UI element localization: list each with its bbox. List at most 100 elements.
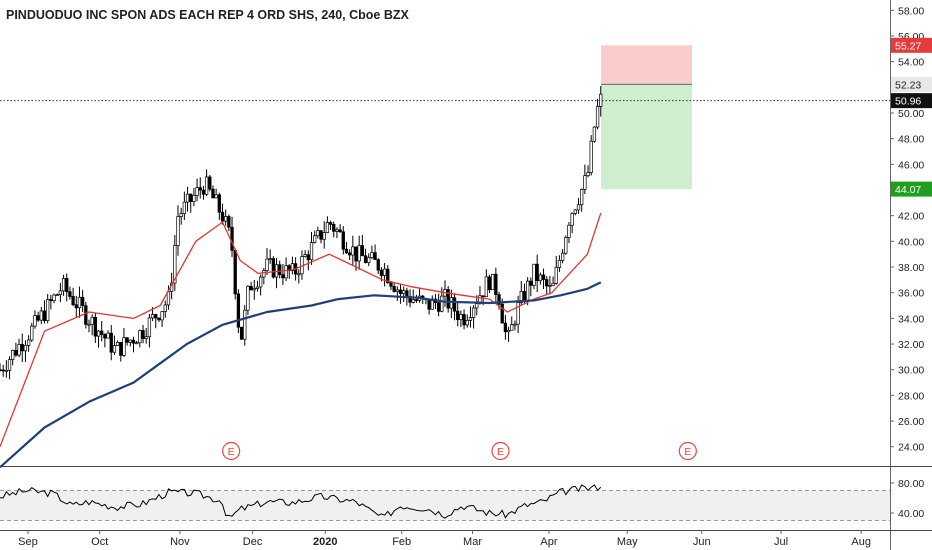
y-tick-label: 50.00 <box>898 108 924 120</box>
candle-body <box>468 317 473 321</box>
candle-body <box>402 290 406 294</box>
candle-body <box>595 106 600 128</box>
y-tick-label: 58.00 <box>898 5 924 17</box>
candle-body <box>386 268 390 284</box>
candle-body <box>322 232 326 240</box>
candle-body <box>7 359 12 371</box>
stop-price-label: 44.07 <box>895 184 921 196</box>
candle-body <box>427 299 431 310</box>
y-tick-label: 30.00 <box>898 365 924 377</box>
earnings-marker <box>678 441 697 461</box>
candle-body <box>564 237 568 254</box>
candle-body <box>357 245 361 262</box>
candle-body <box>58 290 63 295</box>
candle-body <box>580 188 584 206</box>
candle-body <box>227 216 231 228</box>
x-tick-label: Oct <box>91 536 108 548</box>
candle-body <box>297 273 301 276</box>
rsi-line <box>0 484 602 519</box>
candle-body <box>382 268 387 276</box>
stop-price-label-bg <box>891 181 932 197</box>
candle-body <box>278 264 282 276</box>
earnings-marker <box>491 441 510 461</box>
candle-body <box>189 193 193 202</box>
candle-body <box>319 230 323 240</box>
candle-body <box>341 231 345 250</box>
candle-body <box>201 189 206 195</box>
candle-body <box>36 315 40 321</box>
candle-body <box>462 314 466 326</box>
x-tick-label: Jul <box>774 536 788 548</box>
x-tick-label: Sep <box>18 536 38 548</box>
candle-body <box>87 323 91 326</box>
candle-body <box>506 329 511 333</box>
candle-body <box>17 344 21 356</box>
x-tick-label: Feb <box>392 536 411 548</box>
y-tick-label: 48.00 <box>898 134 924 146</box>
candle-body <box>68 291 72 297</box>
candle-body <box>128 339 132 343</box>
candle-body <box>376 259 380 271</box>
candle-body <box>179 213 183 217</box>
candle-body <box>0 369 2 372</box>
candle-body <box>33 315 37 327</box>
candle-body <box>106 332 110 339</box>
candle-body <box>93 316 98 337</box>
candle-body <box>195 187 199 196</box>
candle-body <box>224 216 228 222</box>
candle-body <box>163 304 167 312</box>
candle-body <box>599 93 603 107</box>
candle-body <box>135 342 139 345</box>
candle-body <box>389 282 393 287</box>
x-tick-label: Nov <box>170 536 190 548</box>
candle-body <box>290 263 295 271</box>
candle-body <box>65 278 69 293</box>
candle-body <box>522 290 527 302</box>
candle-body <box>303 254 307 257</box>
candle-body <box>233 250 237 295</box>
candle-body <box>4 370 9 372</box>
candle-body <box>452 297 457 312</box>
candle-body <box>49 299 53 302</box>
candle-body <box>360 245 365 257</box>
fast-moving-average-line <box>0 212 602 447</box>
candle-body <box>589 140 593 173</box>
candle-body <box>144 336 148 339</box>
candle-body <box>30 325 34 341</box>
candle-body <box>446 289 450 309</box>
candle-body <box>316 230 320 237</box>
candle-body <box>510 324 514 331</box>
candle-body <box>125 337 129 343</box>
earnings-marker-label: E <box>228 446 235 458</box>
candle-body <box>141 330 145 339</box>
y-tick-label: 46.00 <box>898 159 924 171</box>
candle-body <box>551 283 555 286</box>
candle-body <box>367 257 371 264</box>
candle-body <box>258 276 263 288</box>
candle-body <box>586 172 590 177</box>
candle-body <box>500 303 504 324</box>
candle-body <box>23 345 28 352</box>
y-tick-label: 24.00 <box>898 442 924 454</box>
rsi-tick-label: 80.00 <box>898 478 924 490</box>
candle-body <box>411 299 415 303</box>
candle-body <box>535 263 539 282</box>
candle-body <box>74 304 78 309</box>
candle-body <box>475 303 479 309</box>
earnings-marker-label: E <box>684 446 691 458</box>
candle-body <box>115 341 120 346</box>
candle-body <box>560 252 565 261</box>
candle-body <box>176 216 180 246</box>
candle-body <box>484 276 488 297</box>
candle-body <box>265 258 269 271</box>
earnings-marker <box>222 441 241 461</box>
candle-body <box>138 330 142 344</box>
candle-body <box>351 246 355 256</box>
x-tick-label: May <box>617 536 638 548</box>
candle-body <box>77 296 82 309</box>
reward-zone <box>601 84 692 190</box>
candle-body <box>262 270 266 278</box>
candle-body <box>548 285 552 287</box>
candle-body <box>220 211 225 222</box>
